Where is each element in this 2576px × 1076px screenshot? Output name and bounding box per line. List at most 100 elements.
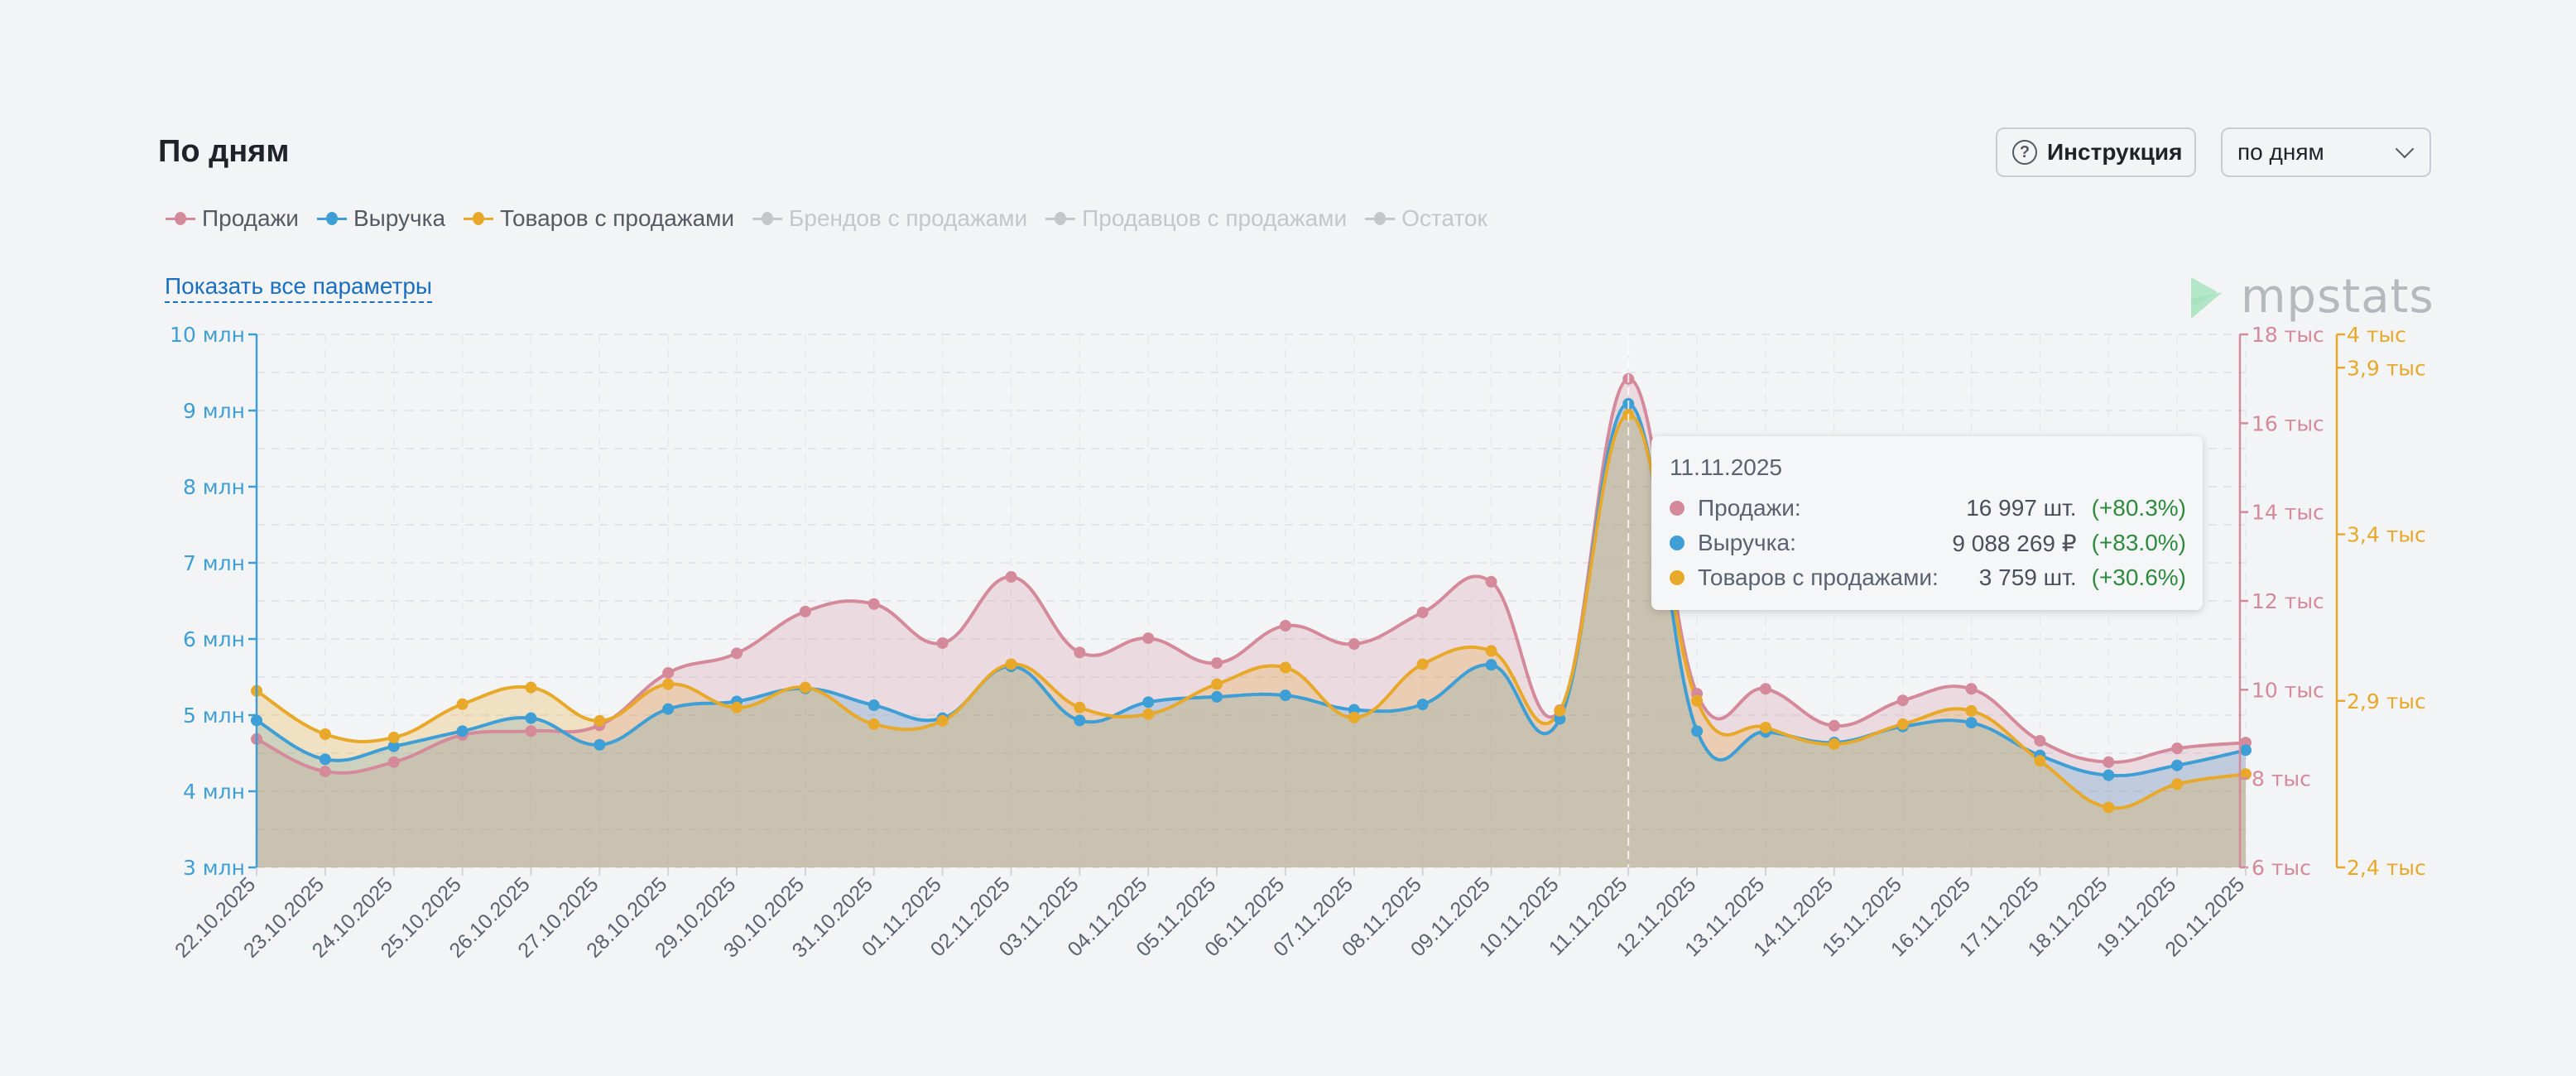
data-point: [1142, 708, 1155, 720]
logo-play-icon: [2191, 276, 2223, 319]
instruction-label: Инструкция: [2047, 139, 2183, 165]
data-point: [1074, 714, 1086, 727]
y-tick-label-left: 10 млн: [170, 323, 245, 347]
data-point: [525, 725, 537, 737]
legend-marker-icon: [316, 209, 347, 228]
series-dot-icon: [1670, 536, 1684, 550]
data-point: [1554, 704, 1566, 717]
legend-item[interactable]: Продавцов с продажами: [1045, 205, 1347, 232]
mpstats-logo: mpstats: [2189, 270, 2434, 324]
y-tick-label-items: 2,9 тыс: [2347, 689, 2426, 713]
data-point: [1279, 620, 1291, 632]
data-point: [594, 738, 606, 751]
period-select[interactable]: по дням: [2221, 127, 2431, 177]
data-point: [1348, 638, 1360, 651]
legend-marker-icon: [1045, 209, 1076, 228]
data-point: [1759, 721, 1771, 733]
data-point: [1691, 694, 1704, 707]
data-point: [731, 647, 743, 660]
data-point: [1485, 659, 1497, 671]
legend-item[interactable]: Продажи: [166, 205, 299, 232]
data-point: [1416, 606, 1429, 618]
data-point: [525, 681, 537, 694]
data-point: [1211, 678, 1223, 690]
data-point: [387, 756, 400, 768]
data-point: [1279, 661, 1291, 674]
y-tick-label-left: 3 млн: [183, 856, 245, 880]
legend-item[interactable]: Выручка: [316, 205, 446, 232]
data-point: [1485, 645, 1497, 657]
data-point: [867, 598, 880, 610]
data-point: [456, 725, 469, 737]
tooltip-series-name: Выручка:: [1698, 530, 1796, 555]
line-items: [255, 413, 2247, 810]
tooltip-value: 9 088 269 ₽: [1952, 530, 2077, 556]
data-point: [662, 666, 675, 679]
y-tick-label-sales: 12 тыс: [2252, 589, 2324, 613]
data-point: [1279, 689, 1291, 702]
tooltip-series-name: Продажи:: [1698, 495, 1801, 521]
data-point: [1211, 690, 1223, 703]
data-point: [1074, 646, 1086, 659]
data-point: [1142, 696, 1155, 709]
data-point: [1416, 658, 1429, 670]
tooltip-change: (+80.3%): [2091, 495, 2186, 521]
data-point: [2171, 759, 2184, 771]
data-point: [1965, 704, 1978, 717]
area-items: [257, 414, 2246, 867]
chart-tooltip: 11.11.2025 Продажи: 16 997 шт. (+80.3%) Выр…: [1651, 436, 2203, 610]
data-point: [1965, 717, 1978, 729]
legend-label: Товаров с продажами: [500, 205, 735, 231]
area-revenue: [257, 403, 2246, 868]
legend-item[interactable]: Брендов с продажами: [752, 205, 1027, 232]
legend-label: Выручка: [353, 205, 446, 231]
data-point: [456, 698, 469, 710]
legend-marker-icon: [752, 209, 783, 228]
data-point: [867, 718, 880, 730]
y-tick-label-left: 8 млн: [183, 475, 245, 499]
data-point: [2171, 778, 2184, 790]
data-point: [662, 678, 675, 690]
data-point: [2171, 742, 2184, 755]
y-tick-label-left: 5 млн: [183, 704, 245, 728]
data-point: [319, 753, 331, 766]
y-tick-label-left: 4 млн: [183, 780, 245, 804]
data-point: [319, 728, 331, 740]
series-dot-icon: [1670, 570, 1684, 585]
data-point: [1759, 683, 1771, 695]
y-tick-label-left: 9 млн: [183, 399, 245, 423]
data-point: [799, 681, 811, 694]
data-point: [799, 605, 811, 617]
data-point: [2034, 735, 2046, 747]
data-point: [1691, 725, 1704, 737]
y-tick-label-items: 2,4 тыс: [2347, 856, 2426, 880]
data-point: [2103, 801, 2115, 814]
show-all-parameters-link[interactable]: Показать все параметры: [165, 273, 433, 303]
data-point: [1554, 713, 1566, 725]
data-point: [1416, 699, 1429, 711]
legend-item[interactable]: Товаров с продажами: [464, 205, 734, 232]
legend-item[interactable]: Остаток: [1365, 205, 1487, 232]
data-point: [387, 740, 400, 752]
tooltip-change: (+30.6%): [2091, 564, 2186, 590]
data-point: [2034, 755, 2046, 767]
points-items: [251, 409, 2252, 814]
data-point: [2240, 744, 2252, 757]
data-point: [387, 732, 400, 744]
tooltip-row: Товаров с продажами: 3 759 шт. (+30.6%): [1670, 560, 2186, 595]
legend-label: Брендов с продажами: [789, 205, 1028, 231]
legend-marker-icon: [166, 209, 195, 228]
instruction-button[interactable]: ? Инструкция: [1996, 127, 2196, 177]
tooltip-date: 11.11.2025: [1670, 454, 1782, 480]
tooltip-series-name: Товаров с продажами:: [1698, 564, 1939, 590]
data-point: [936, 714, 949, 727]
period-select-value: по дням: [2237, 139, 2324, 165]
series-dot-icon: [1670, 501, 1684, 516]
data-point: [662, 703, 675, 715]
y-tick-label-sales: 8 тыс: [2252, 767, 2311, 791]
legend-label: Продажи: [202, 205, 299, 231]
y-tick-label-left: 7 млн: [183, 551, 245, 575]
y-tick-label-sales: 18 тыс: [2252, 323, 2324, 347]
data-point: [319, 766, 331, 778]
